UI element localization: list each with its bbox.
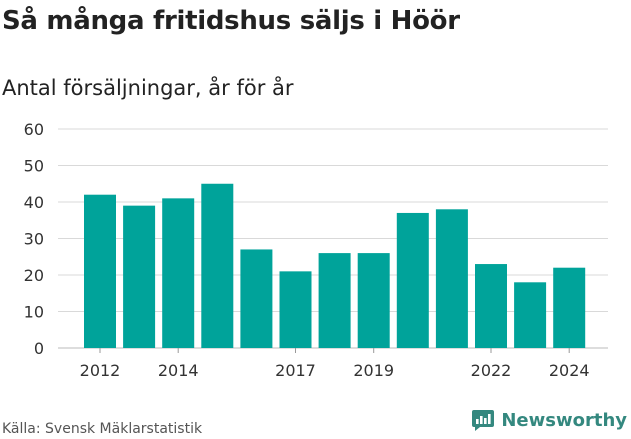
brand-logo: Newsworthy	[471, 408, 627, 432]
bar-2021	[435, 209, 468, 348]
source-note: Källa: Svensk Mäklarstatistik	[2, 421, 203, 437]
x-tick-label: 2012	[80, 361, 121, 380]
bar-2024	[553, 267, 586, 348]
chart-subtitle: Antal försäljningar, år för år	[2, 76, 294, 100]
bars	[84, 183, 586, 348]
x-tick-label: 2024	[549, 361, 590, 380]
bar-2015	[201, 183, 234, 348]
brand-name: Newsworthy	[501, 409, 627, 431]
chart-title: Så många fritidshus säljs i Höör	[2, 6, 460, 36]
bar-2012	[84, 194, 116, 348]
bar-2022	[475, 264, 507, 348]
y-tick-label: 10	[24, 303, 44, 322]
bar-2023	[514, 282, 547, 348]
x-axis-ticks: 2012 2014 2017 2019 2022 2024	[80, 348, 590, 380]
bar-2017	[279, 271, 312, 348]
bar-2019	[357, 253, 390, 348]
x-tick-label: 2017	[275, 361, 316, 380]
y-tick-label: 0	[34, 339, 44, 358]
bar-2016	[240, 249, 273, 348]
x-tick-label: 2022	[471, 361, 512, 380]
bar-chart: 0 10 20 30 40 50 60 2012 2014 2017 2019 2022 2024	[24, 120, 608, 380]
y-tick-label: 60	[24, 120, 44, 139]
x-tick-label: 2014	[158, 361, 199, 380]
y-tick-label: 40	[24, 193, 44, 212]
y-tick-label: 30	[24, 230, 44, 249]
y-tick-label: 50	[24, 157, 44, 176]
bar-2020	[396, 212, 429, 348]
newsworthy-icon	[472, 410, 495, 431]
x-tick-label: 2019	[353, 361, 394, 380]
y-tick-label: 20	[24, 266, 44, 285]
bar-2018	[318, 253, 351, 348]
y-axis-ticks: 0 10 20 30 40 50 60	[24, 120, 44, 358]
bar-2014	[162, 198, 195, 348]
bar-2013	[123, 205, 156, 348]
